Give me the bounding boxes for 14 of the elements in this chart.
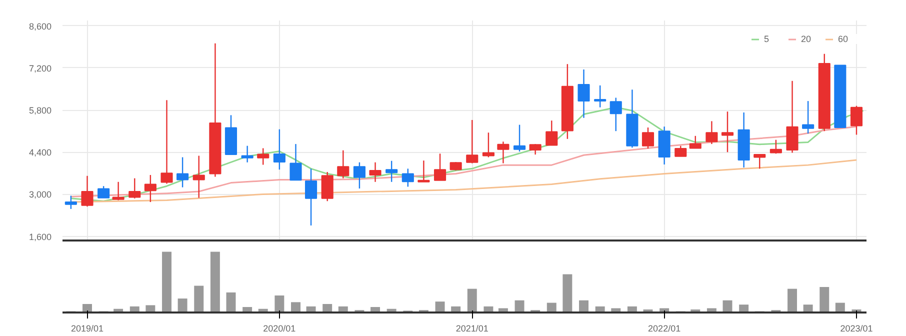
y-tick-label: 3,000 <box>28 190 52 200</box>
x-tick-label: 2019/01 <box>70 324 104 334</box>
x-tick-label: 2021/01 <box>456 324 488 334</box>
x-tick-label: 2020/01 <box>263 324 296 334</box>
y-tick-label: 7,200 <box>28 63 52 74</box>
legend-label: 20 <box>801 34 812 44</box>
y-tick-label: 1,600 <box>28 232 52 242</box>
y-tick-label: 8,600 <box>28 21 52 32</box>
y-tick-label: 4,400 <box>28 148 52 158</box>
x-tick-label: 2022/01 <box>648 324 681 334</box>
y-tick-label: 5,800 <box>28 106 52 116</box>
legend-label: 60 <box>838 34 850 44</box>
x-tick-label: 2023/01 <box>840 324 873 334</box>
legend-label: 5 <box>764 34 770 44</box>
